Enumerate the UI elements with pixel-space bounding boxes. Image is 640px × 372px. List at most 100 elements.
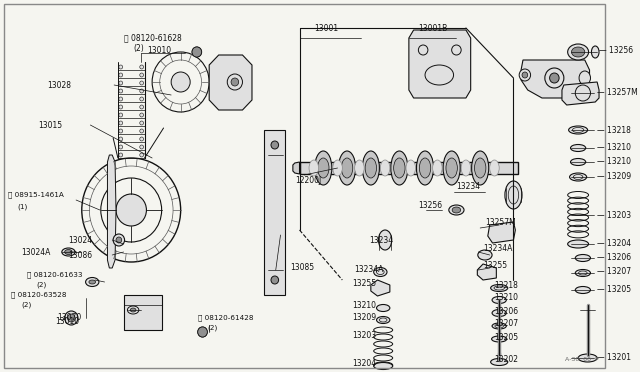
Ellipse shape [119, 137, 123, 141]
Text: 13256: 13256 [419, 201, 442, 209]
Ellipse shape [378, 230, 392, 250]
Text: 13070: 13070 [57, 314, 81, 323]
Text: A-30  00  P: A-30 00 P [565, 357, 599, 362]
Ellipse shape [140, 113, 143, 117]
Ellipse shape [491, 359, 508, 366]
Ellipse shape [89, 280, 95, 284]
Ellipse shape [570, 158, 586, 166]
Ellipse shape [192, 47, 202, 57]
Polygon shape [209, 55, 252, 110]
Text: — 13205: — 13205 [597, 285, 631, 294]
Ellipse shape [140, 153, 143, 157]
Ellipse shape [575, 254, 591, 262]
Ellipse shape [568, 126, 588, 134]
Text: 12200J: 12200J [295, 176, 321, 185]
Text: Ⓑ 08120-61633: Ⓑ 08120-61633 [27, 272, 82, 278]
Circle shape [271, 276, 278, 284]
Ellipse shape [490, 160, 499, 176]
Ellipse shape [575, 269, 591, 276]
Ellipse shape [568, 240, 589, 248]
Circle shape [116, 194, 147, 226]
Text: Ⓑ 08120-63528: Ⓑ 08120-63528 [12, 292, 67, 298]
Ellipse shape [140, 145, 143, 149]
Ellipse shape [492, 310, 506, 317]
Text: 13205: 13205 [495, 334, 518, 343]
Polygon shape [371, 280, 390, 296]
Ellipse shape [579, 71, 591, 85]
Text: 13255: 13255 [352, 279, 376, 288]
Circle shape [227, 74, 243, 90]
Ellipse shape [374, 267, 387, 276]
Text: — 13210: — 13210 [597, 157, 631, 166]
Ellipse shape [362, 151, 380, 185]
Ellipse shape [461, 160, 470, 176]
Ellipse shape [570, 144, 586, 151]
Circle shape [519, 69, 531, 81]
Ellipse shape [365, 158, 376, 178]
Ellipse shape [309, 160, 319, 176]
Text: 13086: 13086 [68, 250, 93, 260]
Ellipse shape [119, 121, 123, 125]
Ellipse shape [119, 153, 123, 157]
Ellipse shape [140, 73, 143, 77]
Ellipse shape [443, 151, 460, 185]
Text: (2): (2) [21, 302, 31, 308]
Text: 13028: 13028 [47, 80, 72, 90]
Ellipse shape [578, 354, 597, 362]
Ellipse shape [374, 362, 393, 369]
Circle shape [65, 311, 78, 325]
Ellipse shape [391, 151, 408, 185]
Text: 13024A: 13024A [21, 247, 51, 257]
Text: 13024: 13024 [68, 235, 93, 244]
Text: ⓥ 08915-1461A: ⓥ 08915-1461A [8, 192, 63, 198]
Ellipse shape [508, 186, 518, 204]
Ellipse shape [140, 81, 143, 85]
Ellipse shape [380, 160, 390, 176]
Text: — 13257M: — 13257M [597, 87, 638, 96]
Bar [124, 295, 162, 330]
Ellipse shape [333, 160, 342, 176]
Ellipse shape [505, 181, 522, 209]
Ellipse shape [446, 158, 458, 178]
Text: — 13201: — 13201 [597, 353, 631, 362]
Circle shape [522, 72, 528, 78]
Ellipse shape [119, 129, 123, 133]
Circle shape [116, 237, 122, 243]
Ellipse shape [140, 65, 143, 69]
Circle shape [192, 47, 202, 57]
Text: (1): (1) [17, 204, 28, 210]
Circle shape [113, 234, 125, 246]
Ellipse shape [572, 47, 585, 57]
Polygon shape [409, 30, 470, 98]
Ellipse shape [315, 151, 332, 185]
Ellipse shape [119, 89, 123, 93]
Ellipse shape [568, 44, 589, 60]
Ellipse shape [119, 81, 123, 85]
Ellipse shape [119, 145, 123, 149]
Ellipse shape [376, 305, 390, 311]
Text: — 13206: — 13206 [597, 253, 631, 262]
Ellipse shape [417, 151, 433, 185]
Text: 13234: 13234 [456, 182, 481, 190]
Text: 13203: 13203 [352, 330, 376, 340]
Ellipse shape [591, 46, 599, 58]
Text: 13001B: 13001B [419, 23, 447, 32]
Ellipse shape [65, 250, 72, 254]
Text: 13234A: 13234A [354, 266, 383, 275]
Ellipse shape [119, 73, 123, 77]
Text: — 13210: — 13210 [597, 142, 631, 151]
Text: 13257M: 13257M [485, 218, 516, 227]
Text: 13015: 13015 [38, 121, 62, 129]
Ellipse shape [376, 317, 390, 324]
Text: — 13204: — 13204 [597, 238, 631, 247]
Text: 13202: 13202 [495, 356, 518, 365]
Ellipse shape [478, 250, 492, 260]
Ellipse shape [140, 137, 143, 141]
Circle shape [550, 73, 559, 83]
Ellipse shape [474, 158, 486, 178]
Text: 13255: 13255 [483, 260, 507, 269]
Ellipse shape [198, 327, 207, 337]
Ellipse shape [406, 160, 415, 176]
Text: (2): (2) [207, 325, 218, 331]
Ellipse shape [131, 308, 136, 312]
